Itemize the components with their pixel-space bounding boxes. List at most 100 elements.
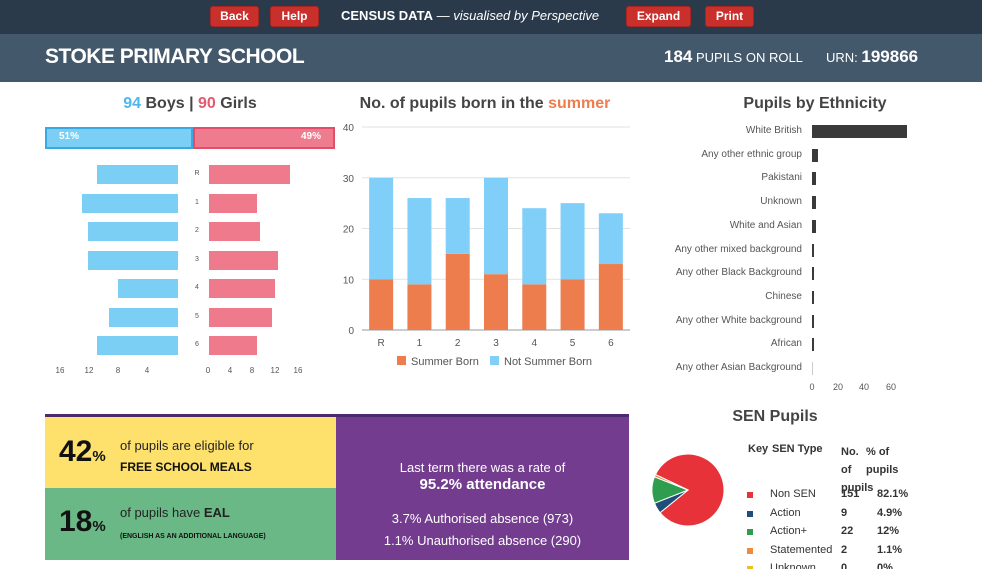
sen-key-swatch [747,511,753,517]
girls-axis-tick: 4 [227,366,233,375]
boys-year-bar [88,222,178,241]
y-tick-label: 40 [343,123,355,134]
x-tick-label: 6 [608,338,614,349]
ethnicity-label: Any other mixed background [674,244,802,255]
y-tick-label: 10 [343,275,355,286]
sen-count: 0 [841,562,848,569]
stacked-bar-segment [560,203,585,280]
stacked-bar-segment [407,198,432,285]
urn: URN: 199866 [826,47,918,67]
sen-type: Unknown [770,562,816,569]
sen-count: 151 [841,488,860,500]
boys-axis-tick: 16 [55,366,65,375]
girls-share-bar [193,127,335,149]
girls-year-bar [209,165,290,184]
legend-label: Not Summer Born [504,356,592,368]
fsm-block: 42% of pupils are eligible for FREE SCHO… [45,414,336,488]
sen-pct: 82.1% [877,488,909,500]
x-tick-label: 5 [570,338,576,349]
sen-pct: 4.9% [877,507,903,519]
help-button[interactable]: Help [270,6,319,27]
sen-col-type: SEN Type [772,443,823,455]
app-title-rest: — visualised by Perspective [432,8,600,23]
x-tick-label: 3 [493,338,499,349]
stacked-bar-segment [445,198,470,254]
ethnicity-x-tick: 60 [885,382,896,392]
sen-type: Statemented [770,544,833,556]
eal-line1-bold: EAL [203,505,230,520]
school-name: STOKE PRIMARY SCHOOL [45,45,305,68]
sen-pie-slice [653,473,689,491]
ethnicity-label: Pakistani [761,172,802,183]
ethnicity-x-tick: 0 [809,382,815,392]
summer-title-pre: No. of pupils born in the [359,95,549,112]
stacked-bar-segment [598,213,623,265]
boys-label: Boys [145,95,185,112]
sen-key-swatch [747,566,753,569]
stacked-bar-segment [522,208,547,285]
summer-born-chart: 0 10 20 30 40 R 1 2 3 4 5 6 Summer Born Not Summer Bo… [343,123,630,368]
attendance-rate: 95.2% attendance [419,476,546,493]
sen-pct: 0% [877,562,893,569]
stacked-bar-segment [369,279,394,330]
unauthorised-absence: 1.1% Unauthorised absence (290) [383,533,582,548]
ethnicity-label: Any other ethnic group [701,149,802,160]
gender-separator: | [189,95,194,112]
ethnicity-bar [812,220,816,233]
summer-chart-title: No. of pupils born in the summer [340,95,630,113]
girls-year-bar [209,336,257,355]
boys-year-bar [88,251,178,270]
girls-year-bar [209,251,278,270]
ethnicity-bar [812,267,814,280]
ethnicity-label: White British [745,125,802,136]
ethnicity-bar [812,291,814,304]
sen-col-pct: % of pupils [866,446,899,476]
pupils-label: PUPILS ON ROLL [692,50,803,65]
back-button[interactable]: Back [210,6,259,27]
girls-axis-tick: 8 [249,366,255,375]
sen-pie-chart [651,453,725,527]
ethnicity-bar [812,172,816,185]
girls-count: 90 [198,95,216,112]
stacked-bar-segment [522,284,547,330]
top-toolbar: Back Help CENSUS DATA — visualised by Pe… [0,0,982,34]
sen-key-swatch [747,492,753,498]
ethnicity-x-tick: 40 [858,382,869,392]
ethnicity-label: Chinese [765,291,802,302]
y-tick-label: 0 [348,326,354,337]
ethnicity-bar [812,338,814,351]
ethnicity-label: Unknown [760,196,802,207]
expand-button[interactable]: Expand [626,6,691,27]
pupils-count: 184 [664,47,693,66]
fsm-pct: 42% [59,435,106,469]
eal-pct-sign: % [92,518,106,535]
year-label: R [194,170,200,177]
x-tick-label: 4 [532,338,538,349]
app-title: CENSUS DATA — visualised by Perspective [341,8,599,23]
x-tick-label: 1 [417,338,423,349]
boys-share-bar [45,127,193,149]
fsm-pct-value: 42 [59,435,93,468]
boys-axis-tick: 12 [84,366,94,375]
attendance-line1: Last term there was a rate of [399,460,566,475]
print-button[interactable]: Print [705,6,754,27]
authorised-absence: 3.7% Authorised absence (973) [391,511,574,526]
year-label: 5 [195,313,199,320]
ethnicity-bar [812,244,814,257]
year-label: 3 [195,256,199,263]
x-tick-label: 2 [455,338,461,349]
fsm-pct-sign: % [92,448,106,465]
girls-pct-label: 49% [300,131,321,142]
sen-key-swatch [747,548,753,554]
legend-swatch [397,356,406,365]
ethnicity-label: White and Asian [729,220,802,231]
y-tick-label: 30 [343,174,355,185]
stacked-bar-segment [369,177,394,280]
ethnicity-bar [812,315,814,328]
girls-axis-tick: 0 [205,366,211,375]
eal-line2: (ENGLISH AS AN ADDITIONAL LANGUAGE) [120,533,266,540]
sen-count: 2 [841,544,848,556]
boys-year-bar [109,308,178,327]
boys-axis-tick: 4 [144,366,150,375]
gender-title: 94 Boys | 90 Girls [0,95,380,113]
